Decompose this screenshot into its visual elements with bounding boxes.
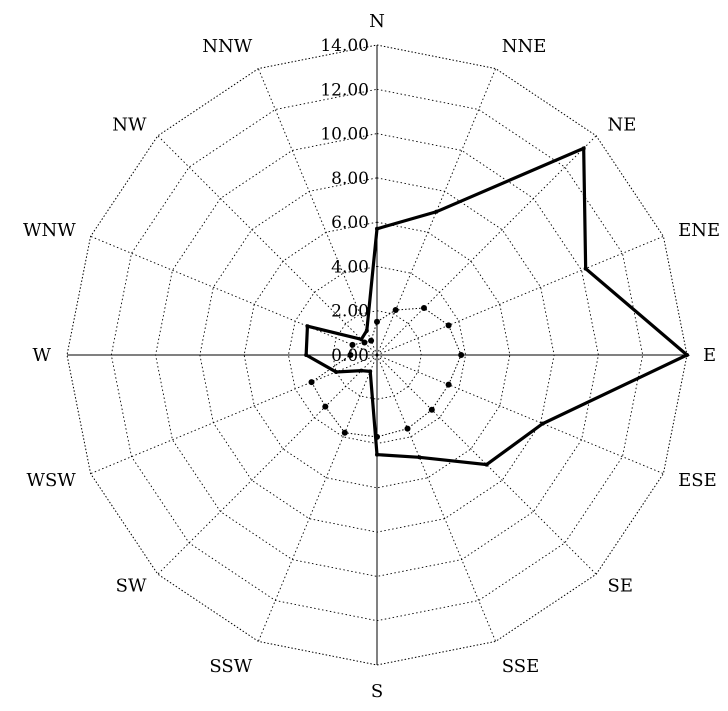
data-point	[375, 226, 379, 231]
direction-label: WSW	[26, 470, 76, 491]
data-point	[375, 452, 379, 457]
data-point	[305, 324, 310, 329]
grid-spokes	[67, 45, 687, 665]
tick-label: 8.00	[331, 169, 369, 189]
tick-label: 6.00	[331, 213, 369, 233]
grid-spoke	[376, 135, 597, 356]
grid-spoke	[376, 235, 664, 356]
direction-label: NNE	[502, 36, 547, 57]
data-point	[359, 337, 364, 342]
tick-labels: 0.00 2.00 4.00 6.00 8.00 10.00 12.00 14.00	[320, 36, 369, 366]
direction-label: SE	[608, 576, 633, 597]
data-point	[445, 322, 452, 329]
direction-label: S	[371, 681, 383, 702]
direction-label: WNW	[23, 220, 76, 241]
data-point	[484, 462, 489, 467]
data-point	[334, 369, 339, 374]
grid-ring	[66, 44, 688, 666]
data-point	[359, 368, 364, 373]
tick-label: 14.00	[320, 36, 369, 56]
grid-spoke	[90, 235, 378, 356]
data-point	[361, 339, 368, 346]
grid-spoke	[90, 354, 378, 475]
direction-label: NE	[608, 114, 637, 135]
direction-label: SSW	[209, 656, 252, 677]
direction-label: NW	[112, 114, 147, 135]
tick-label: 0.00	[331, 346, 369, 366]
data-point	[374, 318, 380, 325]
tick-label: 2.00	[331, 302, 369, 322]
data-point	[341, 429, 348, 436]
data-point	[428, 406, 435, 413]
direction-label: ESE	[678, 470, 717, 491]
tick-label: 4.00	[331, 257, 369, 277]
data-point	[420, 305, 427, 312]
direction-label: SW	[116, 576, 147, 597]
data-point	[347, 352, 354, 358]
data-point	[304, 353, 309, 357]
grid-spoke	[376, 354, 497, 642]
data-point	[540, 421, 545, 426]
series-layer	[304, 145, 690, 467]
data-point	[364, 328, 369, 333]
data-point	[445, 381, 452, 388]
data-point	[374, 433, 380, 440]
direction-labels: N NNE NE ENE E ESE SE SSE S SSW SW WSW W WNW NW NNW	[23, 11, 720, 702]
data-point	[392, 306, 399, 313]
direction-label: W	[32, 345, 51, 366]
data-point	[417, 455, 422, 460]
data-point	[583, 266, 588, 271]
tick-label: 12.00	[320, 80, 369, 100]
data-point	[368, 369, 373, 374]
direction-label: E	[703, 345, 716, 366]
direction-label: N	[369, 11, 385, 32]
data-point	[685, 353, 689, 357]
data-point	[308, 379, 315, 386]
direction-label: ENE	[678, 220, 720, 241]
tick-label: 10.00	[320, 125, 369, 145]
grid-spoke	[257, 354, 378, 642]
grid-spoke	[157, 354, 378, 575]
data-point	[322, 403, 329, 410]
series-line	[310, 307, 462, 438]
data-point	[434, 209, 439, 214]
data-point	[581, 146, 586, 151]
data-point	[404, 425, 411, 432]
direction-label: NNW	[202, 36, 253, 57]
data-point	[368, 337, 375, 344]
data-point	[349, 341, 356, 348]
data-point	[458, 352, 465, 358]
direction-label: SSE	[502, 656, 539, 677]
